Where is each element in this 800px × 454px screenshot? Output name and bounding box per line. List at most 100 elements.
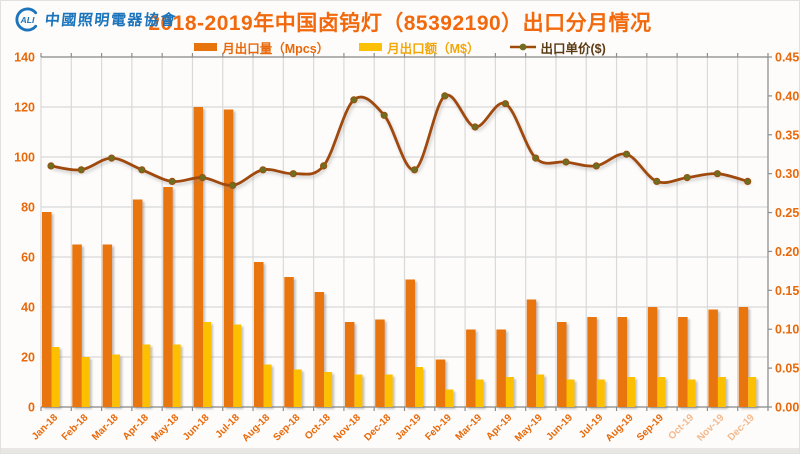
bar-quantity — [344, 322, 355, 407]
bar-value — [445, 389, 454, 407]
x-axis-category-label: Dec-19 — [726, 412, 757, 443]
bar-value — [233, 324, 242, 407]
bar-value — [51, 347, 60, 407]
bar-value — [142, 344, 151, 407]
bar-quantity — [435, 359, 446, 407]
bar-value — [657, 377, 666, 407]
price-marker — [501, 100, 509, 108]
right-axis-tick-label: 0.20 — [775, 245, 799, 259]
bar-value — [596, 379, 605, 407]
bar-value — [505, 377, 514, 407]
right-axis-tick-label: 0.35 — [775, 128, 799, 142]
left-axis-tick-label: 140 — [14, 51, 35, 65]
price-marker — [77, 166, 85, 174]
bar-value — [293, 369, 302, 407]
bar-quantity — [466, 329, 476, 407]
bars-group — [42, 107, 757, 407]
window-edge — [1, 448, 799, 453]
bar-quantity — [557, 322, 567, 407]
x-axis-category-label: Aug-18 — [240, 412, 272, 444]
x-axis-category-label: Jan-18 — [30, 412, 60, 442]
legend-label: 月出口量（Mpcs） — [222, 41, 330, 56]
left-axis-tick-label: 100 — [14, 151, 35, 165]
x-axis-category-label: Nov-19 — [695, 412, 727, 444]
right-axis-tick-label: 0.05 — [775, 362, 799, 376]
header: ALI 中國照明電器協會 2018-2019年中国卤钨灯（85392190）出口… — [1, 1, 799, 35]
bar-quantity — [102, 244, 113, 407]
org-name-text: 中國照明電器協會 — [44, 12, 178, 29]
right-axis-tick-label: 0.40 — [775, 89, 799, 103]
price-marker — [441, 92, 449, 100]
right-axis-tick-label: 0.45 — [775, 51, 799, 65]
bar-value — [717, 377, 726, 407]
price-marker — [683, 174, 691, 182]
x-axis-category-label: Apr-19 — [484, 412, 514, 442]
x-axis-category-label: Oct-18 — [303, 412, 333, 442]
bar-value — [384, 374, 393, 407]
bar-quantity — [193, 107, 203, 407]
bar-quantity — [163, 187, 173, 407]
price-marker — [108, 154, 116, 162]
bar-value — [263, 364, 272, 407]
org-logo: ALI 中國照明電器協會 — [13, 6, 178, 33]
price-marker — [229, 181, 237, 189]
price-line — [49, 93, 750, 187]
price-marker — [289, 170, 297, 178]
price-marker — [592, 162, 600, 170]
bar-value — [172, 344, 181, 407]
x-axis-category-label: May-19 — [513, 412, 545, 444]
x-axis-category-label: Feb-18 — [60, 412, 91, 443]
price-marker — [744, 177, 752, 185]
price-marker — [47, 162, 55, 170]
price-marker — [350, 96, 358, 104]
bar-quantity — [405, 279, 415, 407]
bar-value — [324, 372, 333, 407]
legend-marker — [519, 43, 526, 51]
price-marker — [653, 177, 661, 185]
bar-quantity — [375, 319, 385, 407]
x-axis-category-label: Jan-19 — [393, 412, 423, 442]
price-marker — [259, 166, 267, 174]
bar-quantity — [587, 317, 597, 407]
bar-quantity — [284, 277, 294, 407]
bar-quantity — [42, 212, 52, 407]
bar-value — [112, 354, 121, 407]
x-axis-category-label: Aug-19 — [604, 412, 636, 444]
legend-line-swatch-icon — [509, 43, 536, 51]
bar-quantity — [617, 317, 627, 407]
legend-item-price: 出口单价($) — [509, 38, 606, 57]
bar-quantity — [647, 307, 658, 407]
left-axis-tick-label: 0 — [28, 401, 35, 415]
bar-value — [687, 379, 696, 407]
price-marker — [471, 123, 479, 131]
left-axis-tick-label: 40 — [21, 301, 35, 315]
x-axis-category-label: Mar-19 — [454, 412, 485, 443]
chart-legend: 月出口量（Mpcs） 月出口额（M$） 出口单价($) — [1, 38, 799, 56]
price-marker — [168, 177, 176, 185]
bar-value — [81, 357, 90, 407]
bar-value — [748, 377, 757, 407]
bar-value — [203, 322, 211, 407]
bar-quantity — [708, 309, 718, 407]
bar-value — [627, 377, 635, 407]
bar-value — [536, 374, 545, 407]
price-marker — [622, 150, 631, 158]
bar-quantity — [526, 299, 537, 407]
price-marker — [198, 174, 207, 182]
left-axis-tick-label: 60 — [21, 251, 35, 265]
x-axis-category-label: Dec-18 — [362, 412, 393, 443]
right-axis-tick-label: 0.30 — [775, 167, 799, 181]
left-axis-tick-label: 20 — [21, 351, 35, 365]
bar-quantity — [678, 317, 688, 407]
right-axis-tick-label: 0.10 — [775, 323, 799, 337]
left-axis-tick-label: 80 — [21, 201, 35, 215]
bar-quantity — [738, 307, 749, 407]
x-axis-category-label: Feb-19 — [423, 412, 454, 443]
price-marker — [319, 162, 328, 170]
legend-item-quantity: 月出口量（Mpcs） — [194, 38, 329, 57]
price-marker — [380, 111, 388, 119]
bar-quantity — [132, 199, 143, 407]
right-axis-tick-label: 0.00 — [775, 401, 799, 415]
logo-c-ring — [15, 7, 38, 32]
